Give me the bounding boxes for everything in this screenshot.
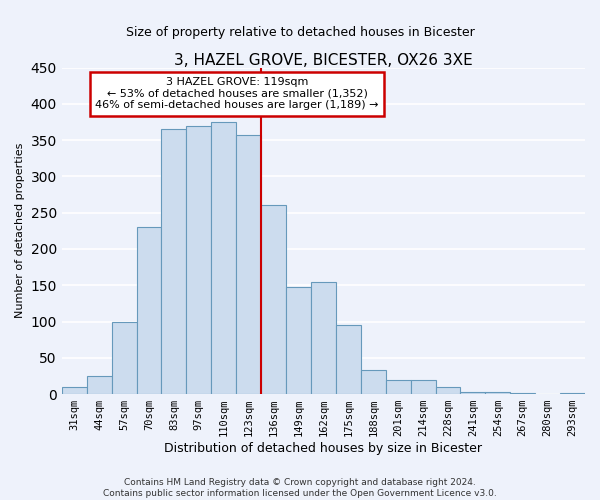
Bar — [311, 282, 336, 394]
X-axis label: Distribution of detached houses by size in Bicester: Distribution of detached houses by size … — [164, 442, 482, 455]
Bar — [87, 376, 112, 394]
Y-axis label: Number of detached properties: Number of detached properties — [15, 143, 25, 318]
Bar — [485, 392, 510, 394]
Bar — [286, 288, 311, 394]
Bar — [460, 392, 485, 394]
Bar — [187, 126, 211, 394]
Title: 3, HAZEL GROVE, BICESTER, OX26 3XE: 3, HAZEL GROVE, BICESTER, OX26 3XE — [174, 52, 473, 68]
Bar — [386, 380, 410, 394]
Bar — [112, 322, 137, 394]
Bar — [261, 206, 286, 394]
Bar — [62, 387, 87, 394]
Bar — [361, 370, 386, 394]
Text: Contains HM Land Registry data © Crown copyright and database right 2024.
Contai: Contains HM Land Registry data © Crown c… — [103, 478, 497, 498]
Bar — [137, 227, 161, 394]
Bar — [436, 387, 460, 394]
Bar — [336, 325, 361, 394]
Bar — [560, 392, 585, 394]
Bar — [510, 392, 535, 394]
Bar — [236, 135, 261, 394]
Text: 3 HAZEL GROVE: 119sqm
← 53% of detached houses are smaller (1,352)
46% of semi-d: 3 HAZEL GROVE: 119sqm ← 53% of detached … — [95, 78, 379, 110]
Bar — [161, 129, 187, 394]
Bar — [410, 380, 436, 394]
Bar — [211, 122, 236, 394]
Text: Size of property relative to detached houses in Bicester: Size of property relative to detached ho… — [125, 26, 475, 39]
